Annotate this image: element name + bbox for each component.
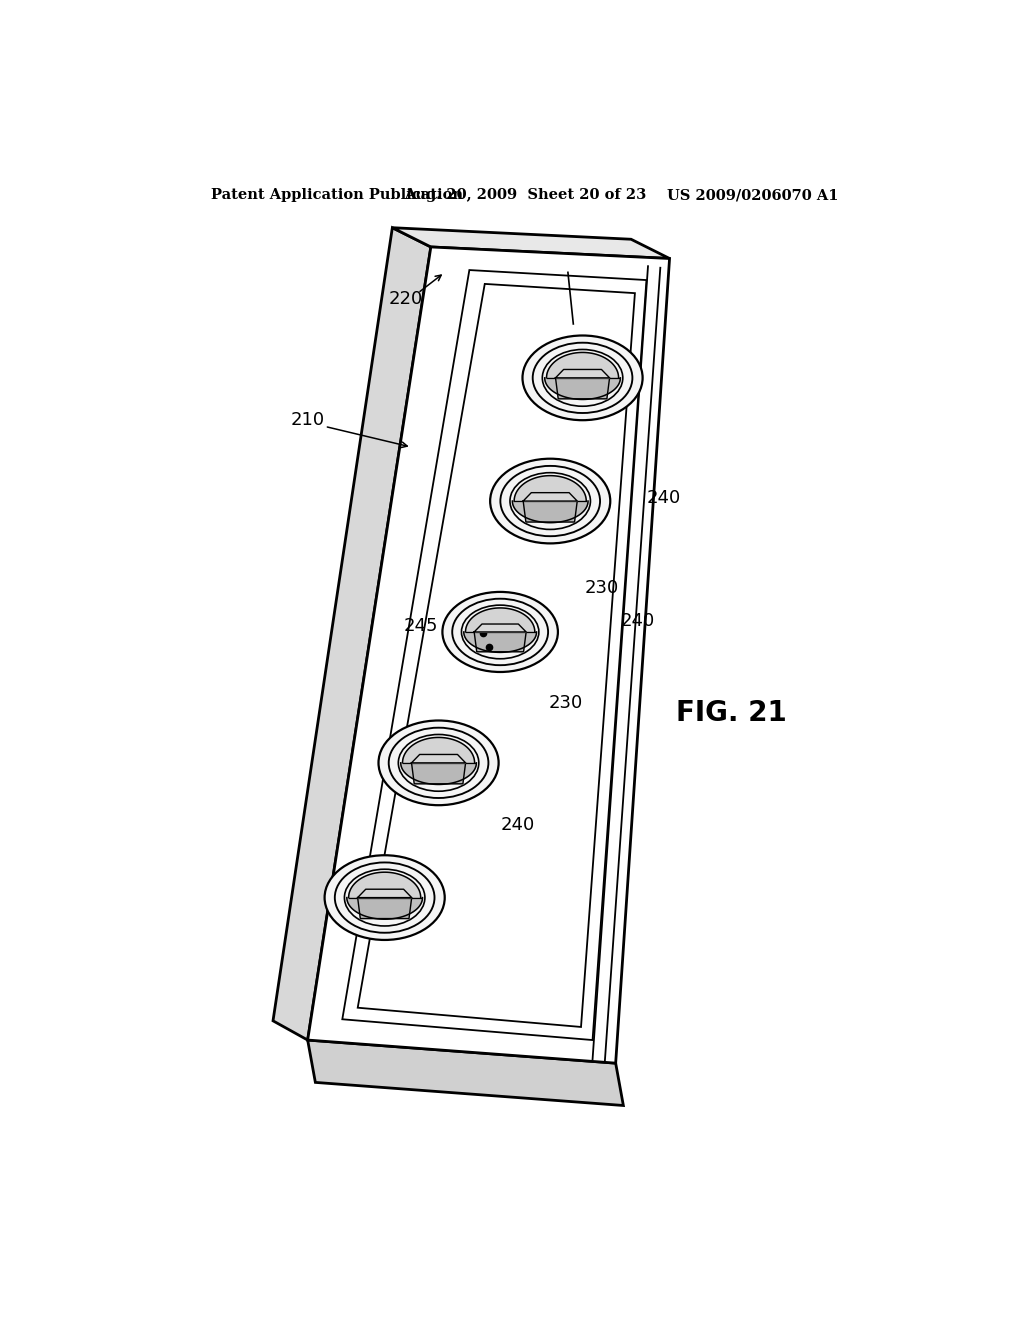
Ellipse shape [442,591,558,672]
Text: FIG. 21: FIG. 21 [676,698,786,727]
Text: 210: 210 [291,412,325,429]
Polygon shape [392,227,670,259]
Polygon shape [523,492,578,502]
Polygon shape [556,370,609,378]
Polygon shape [474,624,526,632]
Text: 230: 230 [549,694,583,711]
Polygon shape [545,378,621,400]
Text: 240: 240 [646,488,681,507]
Text: 245: 245 [404,616,438,635]
Polygon shape [556,378,609,399]
Text: Aug. 20, 2009  Sheet 20 of 23: Aug. 20, 2009 Sheet 20 of 23 [403,189,646,202]
Polygon shape [466,609,535,632]
Polygon shape [464,632,537,652]
Polygon shape [412,755,466,763]
Polygon shape [402,738,474,763]
Ellipse shape [379,721,499,805]
Polygon shape [357,898,412,919]
Ellipse shape [490,458,610,544]
Text: Patent Application Publication: Patent Application Publication [211,189,464,202]
Polygon shape [307,247,670,1063]
Polygon shape [273,227,431,1040]
Polygon shape [347,898,423,919]
Text: 240: 240 [500,816,535,834]
Polygon shape [412,763,466,784]
Polygon shape [400,763,476,784]
Ellipse shape [522,335,643,420]
Text: US 2009/0206070 A1: US 2009/0206070 A1 [668,189,839,202]
Ellipse shape [325,855,444,940]
Polygon shape [512,502,588,523]
Polygon shape [474,632,526,652]
Polygon shape [514,475,587,502]
Polygon shape [523,502,578,521]
Polygon shape [357,890,412,898]
Polygon shape [547,352,618,378]
Text: 220: 220 [389,289,423,308]
Polygon shape [307,1040,624,1106]
Text: 230: 230 [585,579,620,597]
Polygon shape [348,873,421,898]
Text: 240: 240 [621,612,655,630]
